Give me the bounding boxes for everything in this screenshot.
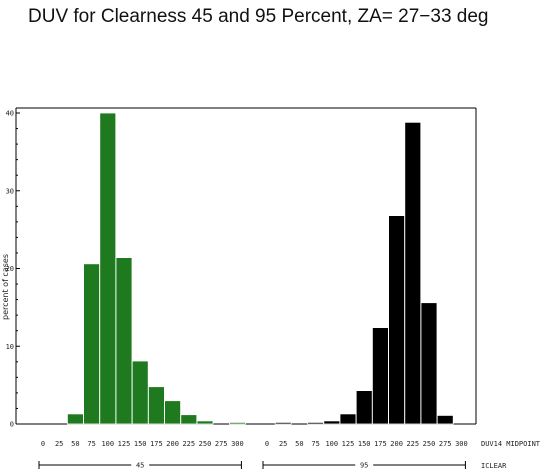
- x-tick-label: 150: [358, 440, 371, 448]
- bar: [164, 400, 182, 425]
- group-label-bg: [355, 460, 374, 470]
- x-tick-label: 225: [406, 440, 419, 448]
- x-tick-label: 250: [423, 440, 436, 448]
- y-tick-label: 20: [6, 265, 14, 273]
- x-tick-label: 50: [71, 440, 79, 448]
- bar: [371, 327, 389, 425]
- group-label-bg: [131, 460, 150, 470]
- bar: [307, 421, 325, 425]
- x-tick-label: 50: [295, 440, 303, 448]
- y-tick-label: 10: [6, 343, 14, 351]
- x-tick-label: 0: [265, 440, 269, 448]
- bar: [83, 263, 100, 425]
- bar: [436, 414, 454, 425]
- bar: [147, 386, 165, 425]
- x-tick-label: 275: [439, 440, 452, 448]
- bar: [228, 421, 246, 425]
- bar: [67, 413, 84, 425]
- x-tick-label: 300: [455, 440, 468, 448]
- x-tick-label: 150: [134, 440, 147, 448]
- x-tick-label: 275: [215, 440, 228, 448]
- x-tick-label: 300: [231, 440, 244, 448]
- y-tick-label: 40: [6, 110, 14, 118]
- x-tick-label: 200: [390, 440, 403, 448]
- group-label: 45: [136, 462, 144, 470]
- x-tick-label: 125: [342, 440, 355, 448]
- x-tick-label: 175: [150, 440, 163, 448]
- x-tick-label: 100: [101, 440, 114, 448]
- bar: [99, 112, 117, 425]
- group-axis-label: ICLEAR: [481, 462, 507, 470]
- bar: [274, 421, 292, 425]
- bar: [131, 360, 149, 425]
- bar: [323, 420, 341, 425]
- x-tick-label: 125: [118, 440, 131, 448]
- y-axis-label: percent of cases: [1, 254, 10, 320]
- bar: [388, 215, 406, 425]
- x-tick-label: 200: [166, 440, 179, 448]
- bar: [404, 121, 422, 425]
- x-tick-label: 75: [311, 440, 319, 448]
- x-tick-label: 225: [182, 440, 195, 448]
- y-tick-label: 0: [10, 421, 14, 429]
- bar: [180, 414, 198, 425]
- x-axis-label: DUV14 MIDPOINT: [481, 440, 541, 448]
- x-tick-label: 100: [325, 440, 338, 448]
- bar: [355, 390, 373, 425]
- x-tick-label: 25: [279, 440, 287, 448]
- bar: [196, 420, 214, 425]
- bar: [339, 413, 357, 425]
- x-tick-label: 75: [87, 440, 95, 448]
- x-tick-label: 175: [374, 440, 387, 448]
- x-tick-label: 25: [55, 440, 63, 448]
- x-tick-label: 250: [199, 440, 212, 448]
- group-label: 95: [360, 462, 368, 470]
- bar: [420, 302, 438, 425]
- bar: [115, 257, 133, 425]
- y-tick-label: 30: [6, 187, 14, 195]
- chart-title: DUV for Clearness 45 and 95 Percent, ZA=…: [28, 6, 489, 27]
- x-tick-label: 0: [41, 440, 45, 448]
